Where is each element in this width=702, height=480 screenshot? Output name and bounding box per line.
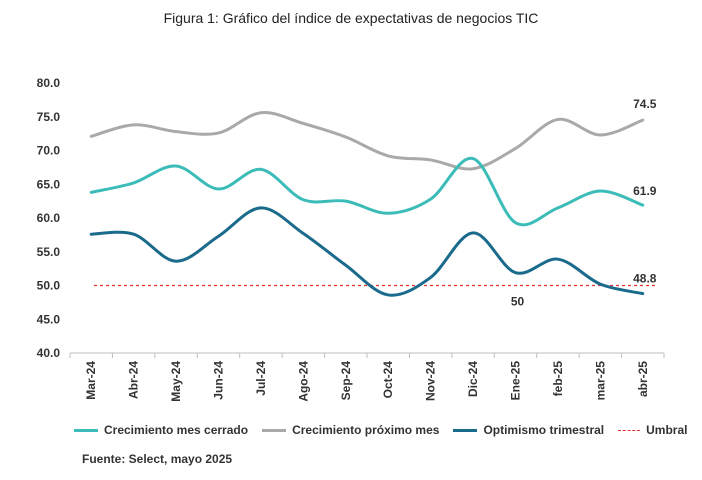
x-tick-label: abr-25 (636, 361, 650, 397)
x-tick-label: Sep-24 (339, 361, 353, 401)
x-tick-label: Ago-24 (296, 361, 310, 402)
y-tick-label: 80.0 (37, 76, 61, 90)
end-label-crecimiento-proximo-mes: 74.5 (633, 97, 657, 111)
legend-label-umbral: Umbral (646, 423, 688, 437)
series-line-crecimiento-proximo-mes (89, 111, 645, 171)
legend-swatch-umbral (618, 429, 641, 431)
x-tick-label: Ene-25 (509, 361, 523, 401)
legend-item-umbral: Umbral (618, 423, 687, 437)
legend-swatch-optimismo-trimestral (453, 428, 478, 432)
chart-title: Figura 1: Gráfico del índice de expectat… (163, 10, 539, 26)
y-tick-label: 45.0 (37, 312, 61, 326)
series-line-crecimiento-mes-cerrado (89, 157, 645, 227)
legend-item-crecimiento-proximo-mes: Crecimiento próximo mes (262, 423, 439, 437)
y-tick-label: 55.0 (37, 245, 61, 259)
end-label-crecimiento-mes-cerrado: 61.9 (633, 184, 657, 198)
legend-label-crecimiento-proximo-mes: Crecimiento próximo mes (292, 423, 440, 437)
y-tick-label: 40.0 (37, 346, 61, 360)
x-tick-label: Abr-24 (127, 361, 141, 399)
y-tick-label: 60.0 (37, 211, 61, 225)
x-tick-label: Dic-24 (466, 361, 480, 397)
y-tick-label: 50.0 (37, 279, 61, 293)
y-tick-label: 65.0 (37, 177, 61, 191)
x-tick-label: Jun-24 (212, 361, 226, 400)
legend-item-optimismo-trimestral: Optimismo trimestral (453, 423, 604, 437)
x-tick-label: Jul-24 (254, 361, 268, 396)
y-tick-label: 75.0 (37, 110, 61, 124)
end-label-optimismo-trimestral: 48.8 (633, 272, 657, 286)
chart-source: Fuente: Select, mayo 2025 (82, 452, 233, 466)
x-tick-label: May-24 (169, 361, 183, 402)
series-line-optimismo-trimestral (89, 206, 645, 297)
threshold-annotation: 50 (511, 295, 525, 309)
legend-label-crecimiento-mes-cerrado: Crecimiento mes cerrado (104, 423, 249, 437)
y-tick-label: 70.0 (37, 144, 61, 158)
legend-item-crecimiento-mes-cerrado: Crecimiento mes cerrado (74, 423, 248, 437)
legend-swatch-crecimiento-proximo-mes (262, 428, 287, 432)
x-tick-label: Nov-24 (424, 361, 438, 401)
x-tick-label: Oct-24 (381, 361, 395, 399)
legend-label-optimismo-trimestral: Optimismo trimestral (483, 423, 605, 437)
chart-legend: Crecimiento mes cerrado Crecimiento próx… (74, 423, 687, 437)
x-tick-label: feb-25 (551, 361, 565, 397)
legend-swatch-crecimiento-mes-cerrado (74, 428, 98, 432)
x-tick-label: mar-25 (593, 361, 607, 401)
x-tick-label: Mar-24 (84, 361, 98, 400)
